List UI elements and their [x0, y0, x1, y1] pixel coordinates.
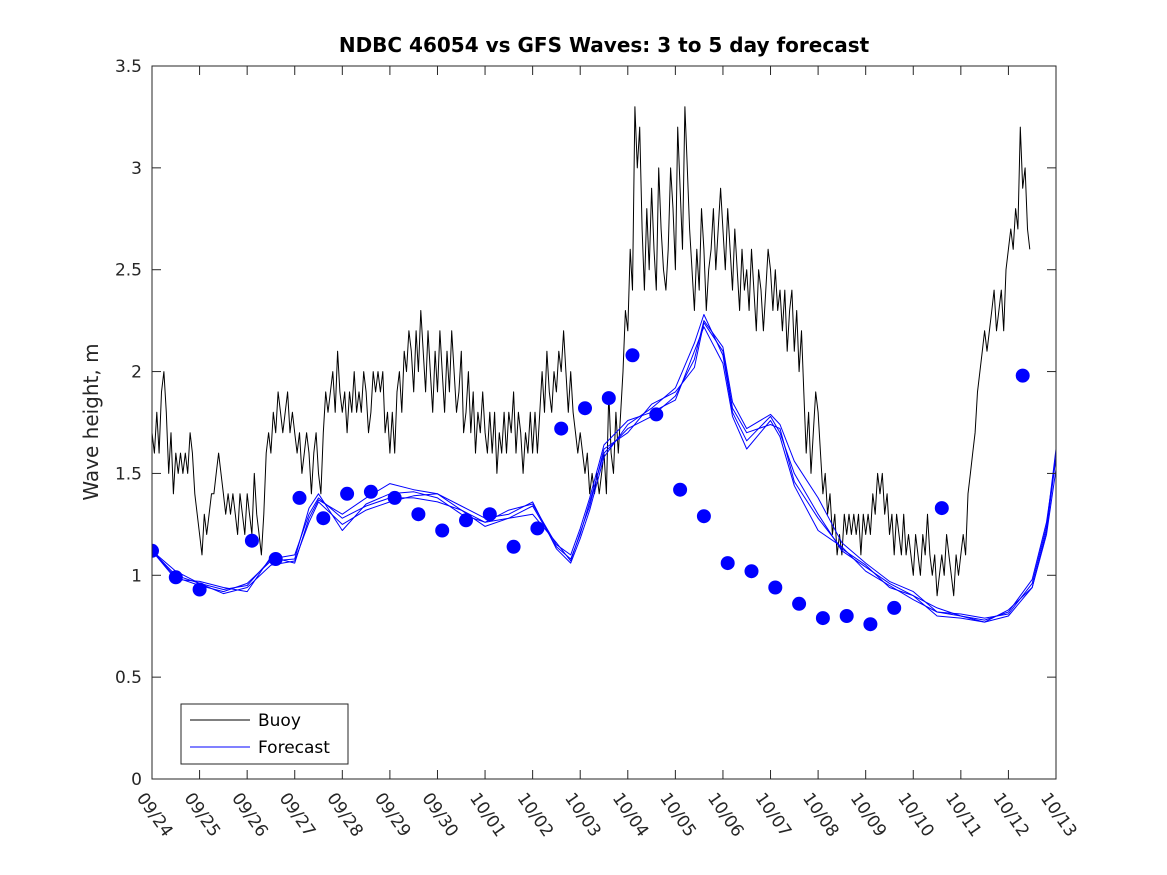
forecast-marker [839, 609, 854, 623]
y-tick-label: 1.5 [115, 464, 142, 484]
forecast-marker [744, 564, 759, 579]
y-tick-label: 3.5 [115, 57, 142, 77]
y-axis-label: Wave height, m [79, 343, 103, 500]
forecast-marker [387, 490, 402, 505]
forecast-marker [554, 421, 569, 436]
forecast-marker [435, 523, 450, 538]
legend: Buoy Forecast [180, 703, 349, 765]
forecast-markers [152, 348, 1030, 632]
forecast-marker [578, 401, 592, 416]
forecast-marker [192, 582, 207, 597]
forecast-marker [316, 511, 331, 526]
forecast-marker [696, 509, 711, 524]
forecast-marker [934, 501, 949, 516]
forecast-marker [482, 507, 497, 522]
forecast-marker [673, 482, 688, 497]
series-line-forecast-4 [152, 322, 1056, 623]
series-line-buoy [152, 106, 1031, 597]
forecast-marker [363, 484, 378, 499]
forecast-marker [268, 552, 283, 566]
forecast-marker [292, 490, 307, 505]
forecast-marker [649, 407, 664, 422]
y-tick-label: 0 [131, 770, 142, 790]
series-line-forecast-1 [152, 320, 1056, 621]
y-axis-ticks: 0 0.5 1 1.5 2 2.5 3 3.5 [115, 57, 1056, 790]
forecast-marker [601, 391, 616, 406]
forecast-marker [459, 513, 473, 528]
series-lines [152, 106, 1056, 623]
forecast-marker [720, 556, 735, 571]
y-tick-label: 0.5 [115, 668, 142, 688]
y-tick-label: 1 [131, 566, 142, 586]
forecast-marker [506, 539, 521, 554]
legend-label-buoy: Buoy [258, 711, 301, 731]
forecast-marker [815, 611, 830, 626]
plot-frame [151, 65, 1057, 780]
legend-box [180, 703, 349, 765]
forecast-marker [244, 533, 259, 548]
series-line-forecast-3 [152, 326, 1056, 619]
forecast-marker [863, 617, 878, 632]
forecast-marker [625, 348, 640, 363]
forecast-marker [152, 543, 159, 558]
y-tick-label: 2 [131, 363, 142, 383]
forecast-marker [340, 486, 355, 501]
forecast-marker [530, 521, 545, 536]
y-tick-label: 3 [131, 159, 142, 179]
plot-area [152, 66, 1056, 779]
y-tick-label: 2.5 [115, 261, 142, 281]
forecast-marker [768, 580, 783, 595]
forecast-marker [887, 600, 902, 615]
series-line-forecast-2 [152, 314, 1056, 623]
chart-title: NDBC 46054 vs GFS Waves: 3 to 5 day fore… [339, 33, 870, 57]
forecast-marker [1015, 368, 1030, 383]
forecast-marker [792, 596, 807, 611]
forecast-marker [411, 507, 426, 522]
forecast-marker [168, 570, 183, 585]
legend-label-forecast: Forecast [258, 738, 330, 758]
